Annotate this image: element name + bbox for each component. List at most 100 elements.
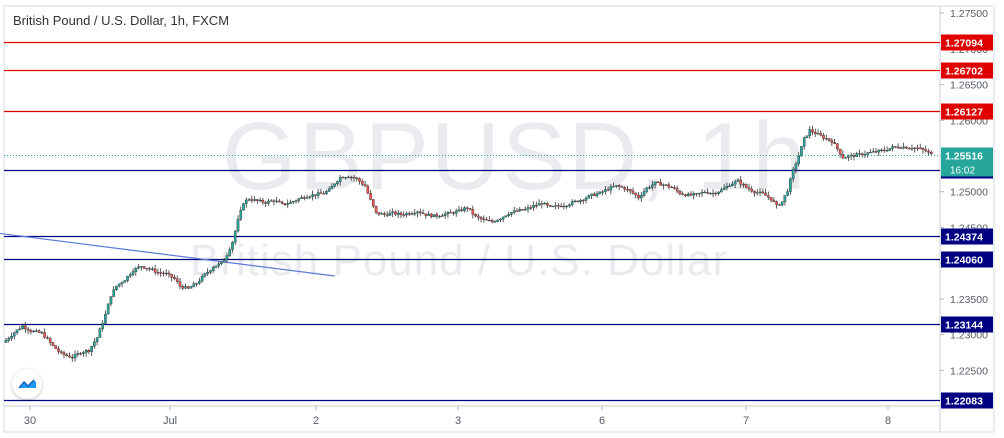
candle-body	[813, 131, 817, 135]
candle-body	[258, 199, 262, 202]
candle	[789, 177, 792, 195]
candle	[559, 202, 563, 208]
candle-body	[269, 200, 273, 202]
candle-body	[101, 322, 104, 329]
candle	[891, 143, 894, 152]
candle-body	[446, 212, 450, 215]
candle-body	[847, 155, 850, 158]
candle	[581, 199, 585, 205]
candle	[68, 352, 71, 358]
y-tick-label: 1.25000	[950, 187, 988, 199]
candle-body	[631, 190, 635, 194]
candle-body	[140, 266, 143, 268]
candle	[242, 202, 245, 211]
candle-body	[659, 182, 662, 186]
candle	[104, 310, 107, 325]
tradingview-logo-icon[interactable]	[12, 369, 42, 399]
candle	[805, 135, 809, 139]
candle	[590, 193, 593, 199]
candle	[209, 269, 212, 275]
candle-body	[106, 303, 110, 315]
candle	[896, 143, 900, 150]
candle-body	[15, 329, 19, 333]
candle-body	[609, 186, 613, 191]
candle	[675, 185, 679, 194]
candle-body	[593, 193, 596, 197]
candle-body	[21, 325, 24, 330]
chart-frame	[3, 5, 995, 433]
candle-body	[568, 204, 571, 207]
candle-body	[725, 185, 729, 189]
candle	[305, 194, 309, 199]
candle-body	[432, 214, 436, 218]
candle-body	[927, 150, 930, 153]
candle	[786, 188, 789, 197]
candle-body	[115, 285, 118, 290]
candle	[512, 206, 516, 215]
candle	[764, 188, 767, 196]
candle-body	[836, 143, 839, 150]
candle-body	[797, 156, 800, 165]
candle	[910, 144, 914, 151]
candle-body	[742, 184, 745, 186]
candle-body	[871, 151, 875, 153]
candle	[126, 275, 129, 283]
candle	[352, 174, 356, 182]
candle-body	[40, 332, 44, 334]
candle-body	[675, 188, 679, 192]
candle	[46, 335, 49, 340]
candle-body	[416, 211, 419, 214]
candle	[755, 188, 759, 196]
candle-body	[595, 193, 599, 197]
candle	[490, 218, 494, 224]
candle-body	[319, 192, 323, 194]
candle	[639, 192, 643, 202]
x-tick-label: 8	[885, 415, 891, 427]
candle	[443, 210, 447, 219]
candle-body	[905, 146, 908, 149]
candle	[349, 175, 353, 181]
candle-body	[739, 179, 742, 185]
candle-body	[780, 201, 784, 206]
candle-body	[314, 194, 317, 196]
candle	[59, 350, 63, 355]
candle	[137, 264, 140, 270]
candle	[192, 281, 196, 288]
candle-body	[570, 201, 574, 205]
candle	[714, 191, 718, 196]
candle	[435, 212, 439, 219]
candle-body	[272, 200, 276, 202]
candle-body	[189, 286, 193, 289]
candle-body	[902, 146, 905, 149]
candle-body	[711, 192, 715, 195]
candle-body	[907, 148, 911, 150]
candle-body	[280, 201, 284, 204]
candle	[327, 186, 331, 192]
candle-body	[697, 192, 701, 195]
candle-body	[639, 195, 643, 199]
candle-body	[753, 191, 756, 194]
candle	[269, 199, 273, 202]
countdown-badge	[941, 163, 993, 177]
candle	[244, 197, 248, 208]
candle-body	[441, 215, 444, 217]
candle	[15, 329, 19, 335]
candle-body	[289, 201, 292, 204]
candle	[4, 337, 8, 343]
y-tick-label: 1.23000	[950, 330, 988, 342]
candle	[267, 198, 270, 206]
level-price-badge	[941, 392, 993, 409]
candle-body	[242, 203, 245, 211]
candle-body	[430, 213, 433, 218]
candle-body	[557, 205, 560, 207]
candle-body	[891, 146, 894, 149]
candle	[372, 199, 375, 209]
candle-body	[523, 208, 527, 211]
candle-body	[512, 210, 516, 213]
candle	[913, 147, 916, 153]
candle-body	[758, 191, 762, 193]
candle	[278, 199, 281, 203]
candle-body	[703, 191, 707, 194]
candle-body	[789, 178, 792, 192]
